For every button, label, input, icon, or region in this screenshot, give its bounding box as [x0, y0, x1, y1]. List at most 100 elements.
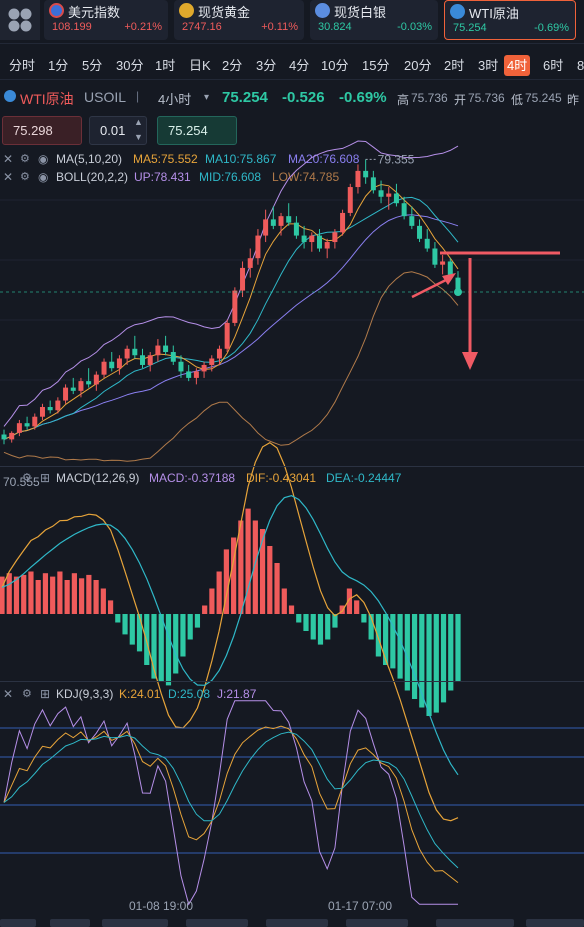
chevron-up-icon[interactable]: ▲ [134, 117, 143, 127]
candle-body [16, 423, 22, 433]
tab-timeframe-13[interactable]: 3时 [478, 58, 499, 73]
sell-price-button[interactable]: 75.298 [2, 116, 82, 145]
close-icon[interactable]: ✕ [3, 687, 14, 701]
candle-body [432, 248, 438, 265]
toolbar-tab[interactable] [50, 919, 90, 927]
boll-up-value: UP:78.431 [134, 170, 191, 184]
symbol-name[interactable]: WTI原油 [20, 91, 74, 107]
boll-low-value: LOW:74.785 [272, 170, 340, 184]
candle-body [417, 225, 423, 239]
macd-histogram-bar [238, 520, 244, 614]
tab-timeframe-0[interactable]: 分时 [9, 58, 36, 73]
macd-histogram-bar [354, 600, 360, 614]
ticker-change: +0.11% [261, 21, 298, 33]
ticker-card-usd-index[interactable]: 美元指数 108.199 +0.21% [44, 0, 168, 40]
macd-histogram-bar [368, 614, 374, 640]
tab-timeframe-7[interactable]: 3分 [256, 58, 277, 73]
buy-price-button[interactable]: 75.254 [157, 116, 237, 145]
tab-timeframe-2[interactable]: 5分 [82, 58, 103, 73]
ticker-card-silver[interactable]: 现货白银 30.824 -0.03% [310, 0, 438, 40]
gear-icon[interactable]: ⚙ [22, 688, 32, 700]
close-icon[interactable]: ✕ [3, 170, 14, 184]
eye-icon[interactable]: ◉ [38, 170, 49, 184]
app-logo-icon[interactable] [0, 0, 40, 40]
gear-icon[interactable]: ⚙ [22, 472, 32, 484]
ma5-value: MA5:75.552 [133, 152, 198, 166]
macd-dea-line [1, 495, 459, 776]
tab-timeframe-16[interactable]: 8时 [577, 58, 584, 73]
gear-icon[interactable]: ⚙ [20, 153, 30, 165]
candle-body [255, 235, 261, 259]
candle-body [309, 235, 315, 243]
candle-body [324, 242, 330, 249]
toolbar-tab[interactable] [266, 919, 328, 927]
candle-body [370, 177, 376, 191]
macd-histogram-bar [21, 574, 27, 614]
gold-coin-icon [179, 3, 194, 18]
low-price-label: 70.555 [3, 475, 40, 489]
ma-name: MA(5,10,20) [56, 152, 123, 166]
toolbar-tab[interactable] [346, 919, 408, 927]
tab-timeframe-6[interactable]: 2分 [222, 58, 243, 73]
oil-icon [4, 90, 16, 102]
chevron-down-icon[interactable]: ▾ [204, 92, 210, 103]
candle-body [1, 434, 7, 440]
tab-timeframe-3[interactable]: 30分 [116, 58, 144, 73]
tab-timeframe-4[interactable]: 1时 [155, 58, 176, 73]
toolbar-tab[interactable] [186, 919, 248, 927]
macd-histogram-bar [93, 580, 99, 614]
tab-timeframe-1[interactable]: 1分 [48, 58, 69, 73]
period-selector[interactable]: 4小时 [158, 92, 192, 107]
boll-upper-line [3, 140, 459, 427]
candle-body [393, 193, 399, 204]
macd-histogram-bar [411, 614, 418, 699]
add-icon[interactable]: ⊞ [40, 471, 51, 485]
candle-body [447, 261, 453, 278]
macd-histogram-bar [71, 573, 77, 614]
macd-histogram-bar [216, 571, 222, 614]
ticker-change: -0.69% [534, 22, 569, 34]
high-label: 高 [397, 93, 410, 107]
macd-histogram-bar [252, 520, 258, 614]
candle-body [232, 290, 238, 323]
boll-mid-value: MID:76.608 [199, 170, 262, 184]
tab-timeframe-15[interactable]: 6时 [543, 58, 564, 73]
macd-histogram-bar [122, 614, 128, 635]
macd-histogram-bar [223, 549, 229, 614]
toolbar-tab[interactable] [526, 919, 584, 927]
close-icon[interactable]: ✕ [3, 152, 14, 166]
tab-timeframe-11[interactable]: 20分 [404, 58, 432, 73]
pane-divider [0, 466, 584, 467]
lot-size-input[interactable]: 0.01 [89, 116, 147, 145]
boll-lower-line [3, 271, 459, 462]
ticker-card-gold[interactable]: 现货黄金 2747.16 +0.11% [174, 0, 304, 40]
candle-body [401, 203, 407, 217]
toolbar-tab[interactable] [436, 919, 514, 927]
candle-body [124, 348, 130, 359]
current-price: 75.254 [222, 89, 268, 106]
macd-histogram-bar [35, 580, 41, 614]
ticker-name: WTI原油 [469, 6, 519, 21]
tab-timeframe-8[interactable]: 4分 [289, 58, 310, 73]
tab-timeframe-14[interactable]: 4时 [504, 55, 531, 76]
tab-timeframe-12[interactable]: 2时 [444, 58, 465, 73]
dea-value: DEA:-0.24447 [326, 471, 402, 485]
macd-histogram-bar [202, 605, 208, 614]
macd-histogram-bar [86, 574, 92, 614]
add-icon[interactable]: ⊞ [40, 687, 51, 701]
tab-timeframe-5[interactable]: 日K [189, 58, 211, 73]
candle-body [193, 371, 199, 378]
ticker-card-wti-oil[interactable]: WTI原油 75.254 -0.69% [444, 0, 576, 40]
candle-body [63, 387, 69, 401]
macd-histogram-bar [317, 614, 324, 645]
tab-timeframe-10[interactable]: 15分 [362, 58, 390, 73]
eye-icon[interactable]: ◉ [38, 152, 49, 166]
gear-icon[interactable]: ⚙ [20, 171, 30, 183]
candle-body [78, 381, 84, 391]
macd-histogram-bar [6, 573, 12, 614]
toolbar-tab[interactable] [0, 919, 36, 927]
chevron-down-icon[interactable]: ▼ [134, 132, 143, 142]
tab-timeframe-9[interactable]: 10分 [321, 58, 349, 73]
toolbar-tab[interactable] [102, 919, 168, 927]
